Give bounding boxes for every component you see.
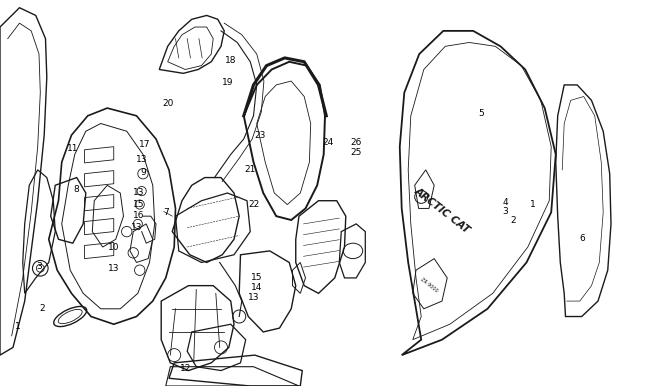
Text: 8: 8 [74, 185, 79, 194]
Text: 3: 3 [36, 262, 42, 271]
Text: 23: 23 [254, 130, 266, 140]
Text: ZR 9000: ZR 9000 [419, 276, 439, 293]
Text: 18: 18 [225, 56, 237, 66]
Text: 19: 19 [222, 78, 233, 88]
Text: 2: 2 [40, 304, 45, 313]
Text: 11: 11 [67, 144, 79, 153]
Text: 15: 15 [133, 200, 144, 209]
Text: 2: 2 [511, 215, 516, 225]
Text: 5: 5 [478, 109, 484, 119]
Text: 17: 17 [139, 140, 151, 149]
Text: 4: 4 [502, 198, 508, 207]
Text: 13: 13 [131, 223, 142, 232]
Text: 21: 21 [244, 165, 256, 174]
Text: 1: 1 [16, 322, 21, 331]
Text: 13: 13 [133, 188, 144, 197]
Text: 22: 22 [248, 200, 259, 209]
Text: 14: 14 [251, 283, 263, 292]
Text: 12: 12 [179, 364, 191, 373]
Text: 3: 3 [502, 207, 508, 216]
Text: 10: 10 [108, 242, 120, 252]
Text: 13: 13 [248, 293, 259, 302]
Text: 15: 15 [251, 273, 263, 283]
Text: 6: 6 [579, 234, 584, 243]
Text: 20: 20 [162, 99, 174, 108]
Text: 25: 25 [350, 148, 362, 157]
Text: 26: 26 [350, 137, 362, 147]
Text: 9: 9 [140, 168, 146, 178]
Text: 7: 7 [163, 208, 168, 217]
Text: 16: 16 [133, 211, 144, 220]
Text: 13: 13 [108, 264, 120, 273]
Text: 24: 24 [322, 137, 334, 147]
Text: ARCTIC CAT: ARCTIC CAT [412, 186, 472, 235]
Text: 13: 13 [136, 154, 148, 164]
Text: 1: 1 [530, 200, 536, 209]
